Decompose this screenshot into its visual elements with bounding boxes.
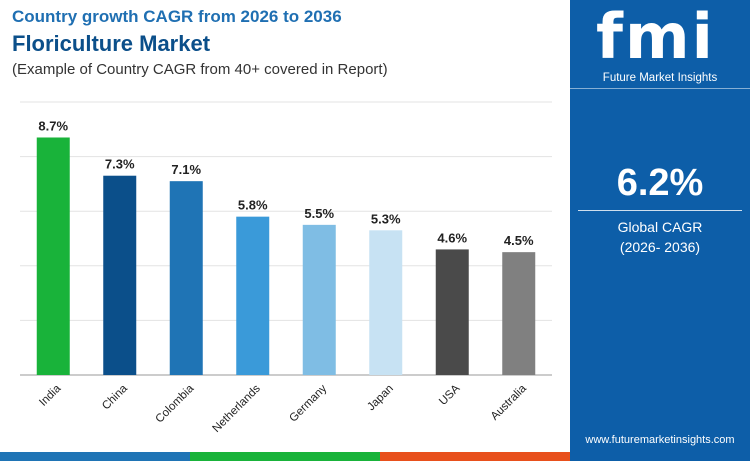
footer-color-bar [0, 452, 750, 461]
data-label-china: 7.3% [105, 157, 135, 172]
data-label-usa: 4.6% [437, 230, 467, 245]
data-label-india: 8.7% [38, 118, 68, 133]
footer-segment [570, 452, 750, 461]
x-tick-label-netherlands: Netherlands [211, 382, 264, 435]
sidebar-panel: fmi Future Market Insights 6.2% Global C… [570, 0, 750, 452]
data-label-japan: 5.3% [371, 211, 401, 226]
bar-india [36, 137, 70, 375]
footer-segment [190, 452, 380, 461]
bar-chart: 8.7% India 7.3% China 7.1% Colombia 5.8% Nether… [20, 101, 552, 435]
chart-supertitle: Country growth CAGR from 2026 to 2036 [12, 7, 342, 26]
brand-name: Future Market Insights [602, 72, 718, 84]
logo-divider [570, 88, 750, 89]
x-tick-label-australia: Australia [489, 382, 530, 423]
bar-colombia [169, 181, 203, 375]
header: Country growth CAGR from 2026 to 2036 Fl… [12, 6, 388, 80]
x-tick-label-china: China [100, 382, 130, 412]
global-cagr-label: Global CAGR [617, 219, 703, 235]
footer-segment [380, 452, 570, 461]
chart-subtitle: (Example of Country CAGR from 40+ covere… [12, 61, 388, 78]
x-tick-label-usa: USA [437, 382, 462, 407]
brand-logo: fmi [596, 0, 715, 73]
x-tick-label-colombia: Colombia [154, 382, 197, 425]
bar-australia [502, 252, 536, 375]
value-divider [578, 210, 742, 211]
chart-title: Floriculture Market [12, 31, 211, 56]
bar-germany [302, 224, 336, 375]
data-label-australia: 4.5% [504, 233, 534, 248]
bar-china [103, 175, 137, 375]
x-tick-label-germany: Germany [287, 382, 329, 424]
footer-segment [0, 452, 190, 461]
data-label-germany: 5.5% [304, 206, 334, 221]
global-cagr-period: (2026- 2036) [619, 239, 701, 255]
bar-usa [435, 249, 469, 375]
x-tick-label-india: India [37, 382, 64, 409]
bar-japan [369, 230, 403, 375]
bar-netherlands [236, 216, 270, 375]
data-label-colombia: 7.1% [171, 162, 201, 177]
website-link[interactable]: www.futuremarketinsights.com [585, 434, 735, 446]
x-tick-label-japan: Japan [365, 383, 396, 414]
global-cagr-value: 6.2% [616, 162, 704, 204]
data-label-netherlands: 5.8% [238, 198, 268, 213]
